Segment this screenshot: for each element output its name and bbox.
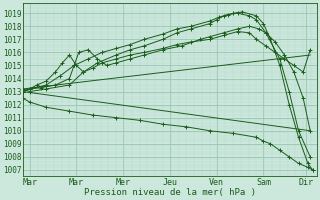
X-axis label: Pression niveau de la mer( hPa ): Pression niveau de la mer( hPa )	[84, 188, 256, 197]
